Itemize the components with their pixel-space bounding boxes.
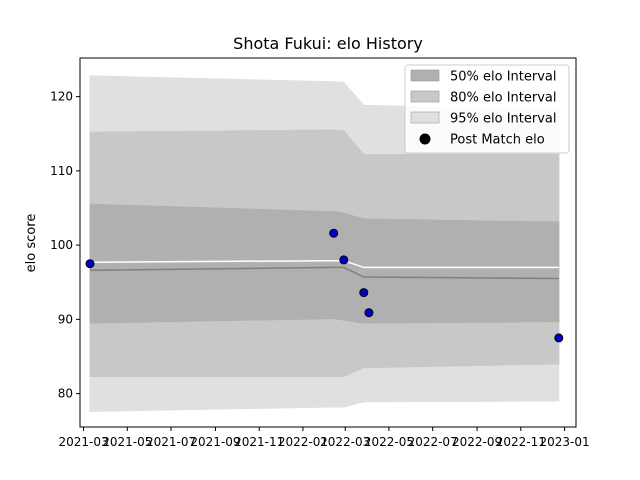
x-tick-label-4: 2021-09 — [190, 435, 240, 449]
legend: 50% elo Interval 80% elo Interval 95% elo … — [404, 64, 570, 154]
x-tick-label-7: 2022-03 — [320, 435, 370, 449]
elo-lines — [89, 259, 559, 280]
x-tick-label-11: 2022-11 — [496, 435, 546, 449]
legend-label-4: Post Match elo — [450, 133, 545, 148]
post-match-point-1 — [85, 259, 95, 269]
post-match-point-5 — [364, 308, 374, 318]
x-tick-label-1: 2021-03 — [59, 435, 109, 449]
legend-swatch-1 — [410, 69, 440, 82]
chart-title: Shota Fukui: elo History — [233, 34, 423, 53]
legend-swatch-2 — [410, 90, 440, 103]
interval-bands — [89, 75, 560, 412]
band-1 — [89, 203, 560, 324]
x-tick-label-8: 2022-05 — [364, 435, 414, 449]
y-axis: 80 90 100 110 120 — [50, 90, 80, 401]
median-line — [89, 266, 559, 280]
mean-line — [89, 259, 559, 269]
x-tick-label-6: 2022-01 — [278, 435, 328, 449]
legend-marker-post-match — [419, 133, 431, 145]
y-tick-label-5: 120 — [50, 90, 73, 104]
post-match-point-6 — [554, 333, 564, 343]
post-match-points — [85, 228, 564, 343]
plot-frame — [79, 57, 577, 428]
post-match-point-3 — [339, 255, 349, 265]
x-tick-label-10: 2022-09 — [452, 435, 502, 449]
x-tick-label-5: 2021-11 — [234, 435, 284, 449]
post-match-point-4 — [359, 288, 369, 298]
y-axis-label: elo score — [24, 214, 39, 273]
legend-label-3: 95% elo Interval — [450, 112, 557, 127]
x-tick-label-2: 2021-05 — [102, 435, 152, 449]
y-tick-label-3: 100 — [50, 238, 73, 252]
legend-label-2: 80% elo Interval — [450, 91, 557, 106]
x-tick-label-3: 2021-07 — [146, 435, 196, 449]
post-match-point-2 — [329, 228, 339, 238]
y-tick-label-4: 110 — [50, 164, 73, 178]
y-tick-label-1: 80 — [58, 387, 73, 401]
x-tick-label-9: 2022-07 — [408, 435, 458, 449]
legend-box — [404, 64, 570, 154]
legend-swatch-3 — [410, 111, 440, 124]
x-axis: 2021-032021-052021-072021-092021-112022-… — [59, 427, 590, 449]
x-tick-label-12: 2023-01 — [539, 435, 589, 449]
legend-label-1: 50% elo Interval — [450, 70, 557, 85]
y-tick-label-2: 90 — [58, 312, 73, 326]
